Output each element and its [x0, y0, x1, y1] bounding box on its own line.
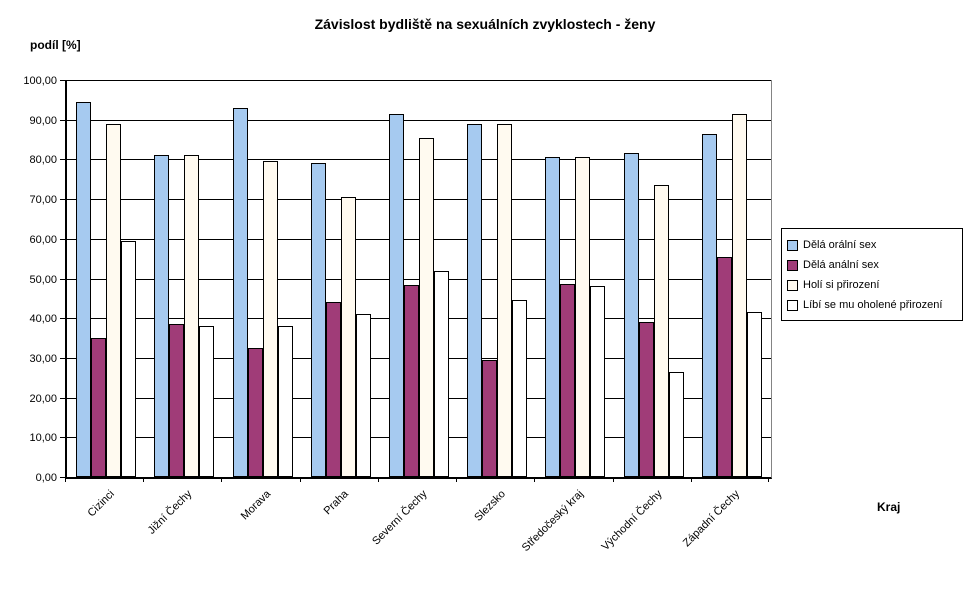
x-tick-mark — [299, 477, 301, 482]
x-category-label: Středočeský kraj — [519, 488, 586, 554]
bar-2-7 — [560, 284, 576, 477]
x-category-label: Praha — [322, 488, 352, 518]
x-category-label: Východní Čechy — [599, 488, 665, 554]
bar-1-6 — [467, 123, 483, 477]
y-tick-label: 90,00 — [29, 114, 57, 127]
bar-1-8 — [623, 153, 639, 477]
bar-2-5 — [404, 285, 419, 477]
bar-4-8 — [668, 371, 684, 477]
x-tick-mark — [612, 477, 614, 482]
gridline — [67, 119, 771, 121]
legend: Dělá orální sex Dělá anální sex Holí si př… — [781, 228, 963, 321]
y-tick-label: 40,00 — [29, 313, 57, 326]
bar-1-7 — [545, 157, 561, 477]
x-tick-mark — [690, 477, 692, 482]
y-tick-label: 0,00 — [35, 472, 57, 484]
bar-1-4 — [310, 163, 326, 477]
bar-3-1 — [106, 123, 122, 477]
bar-2-3 — [247, 347, 263, 477]
legend-label: Holí si přirození — [803, 279, 880, 291]
x-tick-mark — [143, 477, 145, 482]
x-category-label: Morava — [238, 488, 274, 523]
bar-3-7 — [575, 157, 591, 477]
bar-4-6 — [512, 300, 528, 477]
y-tick-mark — [60, 238, 65, 240]
bar-2-8 — [638, 322, 654, 477]
bar-3-6 — [497, 123, 513, 477]
legend-swatch-icon — [787, 299, 798, 311]
y-tick-mark — [60, 397, 65, 399]
bar-2-4 — [325, 302, 341, 477]
bar-3-3 — [262, 161, 278, 477]
bar-3-4 — [340, 197, 356, 477]
x-tick-mark — [65, 477, 66, 482]
legend-item-2: Dělá anální sex — [787, 255, 956, 275]
legend-item-4: Líbí se mu oholené přirození — [787, 295, 956, 315]
bar-1-1 — [76, 101, 92, 477]
bar-3-8 — [653, 185, 669, 477]
y-tick-mark — [60, 199, 65, 201]
y-tick-label: 20,00 — [29, 392, 57, 405]
plot-area — [65, 80, 772, 479]
legend-label: Dělá orální sex — [803, 239, 877, 251]
y-tick-mark — [60, 357, 65, 359]
bar-4-2 — [199, 326, 215, 477]
legend-label: Dělá anální sex — [803, 259, 879, 271]
x-tick-mark — [456, 477, 458, 482]
y-tick-mark — [60, 318, 65, 320]
legend-item-1: Dělá orální sex — [787, 235, 956, 255]
legend-swatch-icon — [787, 279, 798, 291]
bar-3-5 — [419, 137, 434, 477]
x-category-label: Severní Čechy — [369, 488, 430, 548]
bar-2-9 — [716, 256, 732, 477]
x-tick-mark — [534, 477, 536, 482]
y-tick-mark — [60, 119, 65, 121]
bar-4-3 — [277, 326, 293, 477]
bar-4-7 — [590, 286, 606, 477]
y-tick-label: 70,00 — [29, 194, 57, 207]
y-tick-label: 30,00 — [29, 352, 57, 365]
bar-2-2 — [169, 324, 185, 477]
y-tick-mark — [60, 437, 65, 439]
y-tick-mark — [60, 278, 65, 280]
bar-4-1 — [121, 240, 137, 477]
bar-3-9 — [731, 113, 747, 477]
x-axis-title: Kraj — [877, 500, 901, 514]
y-tick-label: 80,00 — [29, 154, 57, 167]
x-tick-mark — [768, 477, 769, 482]
gridline — [67, 80, 771, 81]
bar-4-4 — [355, 314, 371, 477]
y-tick-label: 50,00 — [29, 273, 57, 286]
bar-1-5 — [389, 113, 404, 477]
bar-3-2 — [184, 155, 200, 477]
y-tick-label: 100,00 — [23, 75, 57, 87]
x-category-label: Slezsko — [471, 488, 508, 524]
y-tick-mark — [60, 80, 65, 81]
legend-swatch-icon — [787, 259, 798, 271]
bar-1-2 — [154, 155, 170, 477]
bar-2-6 — [482, 359, 498, 477]
bar-1-9 — [701, 134, 717, 477]
y-tick-mark — [60, 159, 65, 161]
x-tick-mark — [377, 477, 379, 482]
y-tick-mark — [60, 477, 65, 478]
bar-2-1 — [91, 338, 107, 477]
legend-item-3: Holí si přirození — [787, 275, 956, 295]
bar-4-5 — [434, 270, 449, 477]
bar-1-3 — [232, 107, 248, 477]
y-axis-title: podíl [%] — [30, 38, 81, 52]
x-category-label: Cizinci — [85, 488, 117, 520]
y-tick-label: 60,00 — [29, 233, 57, 246]
x-tick-mark — [221, 477, 223, 482]
chart-title: Závislost bydliště na sexuálních zvyklos… — [314, 16, 656, 32]
x-category-label: Západní Čechy — [681, 488, 743, 550]
y-tick-label: 10,00 — [29, 432, 57, 445]
legend-label: Líbí se mu oholené přirození — [803, 299, 943, 311]
legend-swatch-icon — [787, 239, 798, 251]
bar-4-9 — [746, 312, 762, 477]
x-category-label: Jižní Čechy — [146, 488, 195, 537]
